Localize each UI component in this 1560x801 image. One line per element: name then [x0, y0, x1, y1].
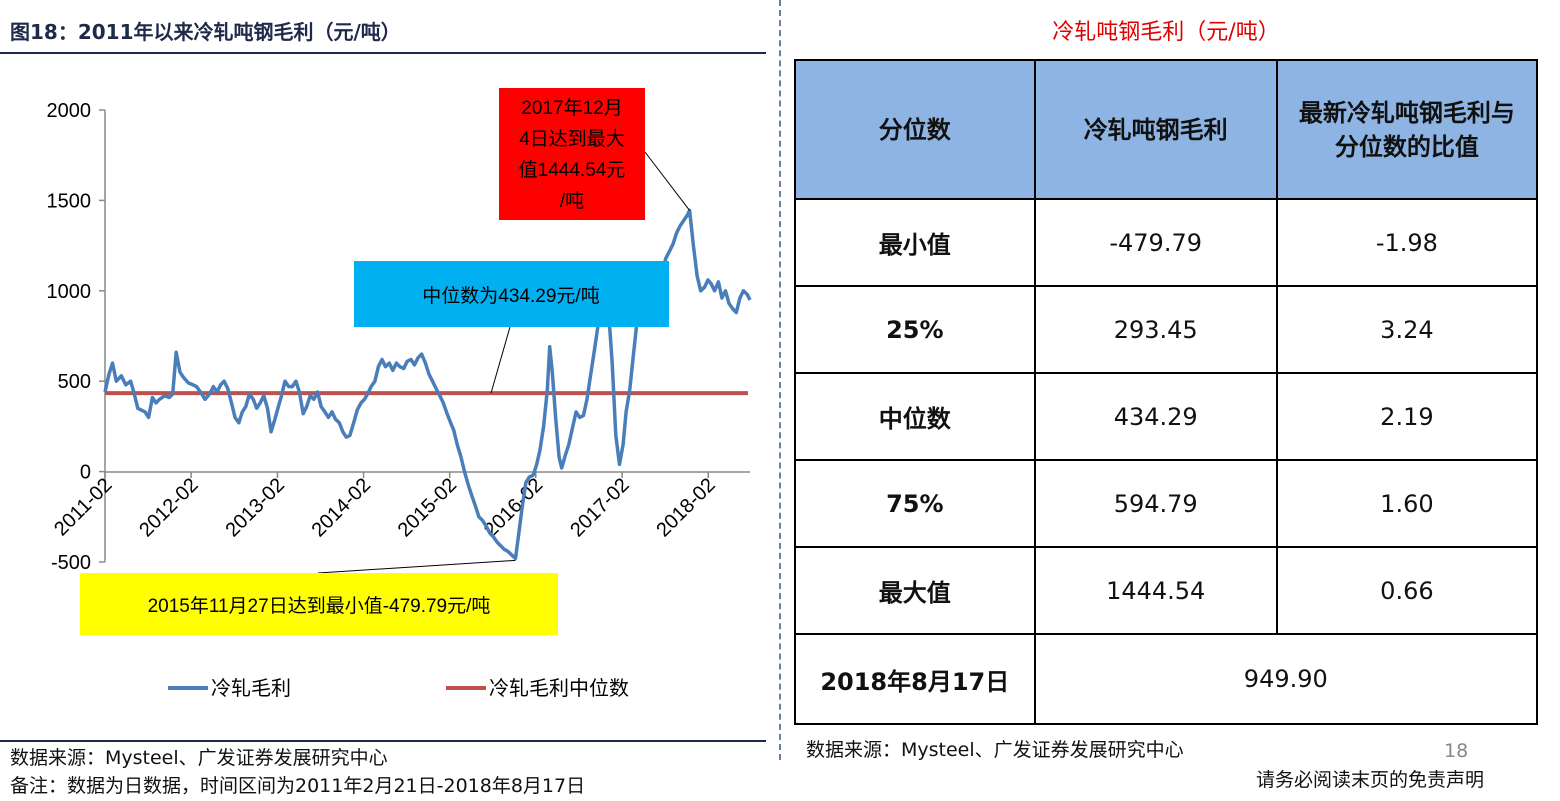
row-value: 293.45: [1033, 285, 1278, 374]
max-callout-leader: [644, 151, 691, 211]
row-label: 25%: [794, 285, 1036, 374]
x-tick-label: 2013-02: [222, 474, 289, 541]
x-tick-label: 2018-02: [652, 474, 719, 541]
legend-label-median: 冷轧毛利中位数: [489, 677, 629, 700]
column-divider: [779, 0, 781, 760]
max-callout-box: [499, 88, 645, 220]
table-source: 数据来源：Mysteel、广发证券发展研究中心: [806, 739, 1184, 761]
max-callout-text: 值1444.54元: [519, 159, 626, 181]
y-tick-label: 1000: [47, 281, 92, 303]
max-callout-text: 4日达到最大: [519, 128, 625, 150]
figure-title: 图18：2011年以来冷轧吨钢毛利（元/吨）: [10, 20, 401, 44]
x-tick-label: 2012-02: [135, 474, 202, 541]
header-margin: 冷轧吨钢毛利: [1033, 59, 1278, 200]
legend-label-margin: 冷轧毛利: [211, 677, 291, 700]
margin-line-chart: -500 0 500 1000 1500 2000 2011-02 2012-02 2013-0…: [47, 88, 752, 700]
row-label: 中位数: [794, 372, 1036, 461]
row-value: 594.79: [1033, 459, 1278, 548]
row-label: 最大值: [794, 546, 1036, 635]
page-number: 18: [1444, 740, 1469, 762]
footer-rule: [0, 740, 766, 742]
title-rule: [0, 52, 766, 54]
row-label: 最小值: [794, 198, 1036, 287]
row-ratio: 3.24: [1275, 285, 1539, 374]
row-ratio: -1.98: [1275, 198, 1539, 287]
row-value: 1444.54: [1033, 546, 1278, 635]
chart-note: 备注：数据为日数据，时间区间为2011年2月21日-2018年8月17日: [10, 775, 586, 797]
table-row: 最小值 -479.79 -1.98: [794, 198, 1539, 287]
x-tick-label: 2011-02: [50, 474, 116, 540]
min-callout-text: 2015年11月27日达到最小值-479.79元/吨: [148, 595, 491, 617]
median-callout-leader: [490, 326, 511, 394]
disclaimer: 请务必阅读末页的免责声明: [1256, 769, 1485, 791]
min-callout-box: [80, 573, 558, 635]
median-callout-box: [354, 261, 669, 327]
y-tick-label: 1500: [47, 190, 92, 212]
min-callout-leader: [317, 559, 516, 574]
row-ratio: 2.19: [1275, 372, 1539, 461]
y-tick-label: -500: [51, 552, 91, 574]
header-ratio: 最新冷轧吨钢毛利与分位数的比值: [1275, 59, 1539, 200]
y-tick-label: 500: [58, 371, 91, 393]
median-callout-text: 中位数为434.29元/吨: [422, 285, 599, 307]
x-tick-label: 2015-02: [394, 474, 461, 541]
quantile-table: 分位数 冷轧吨钢毛利 最新冷轧吨钢毛利与分位数的比值 最小值 -479.79 -…: [794, 59, 1539, 725]
table-title: 冷轧吨钢毛利（元/吨）: [1052, 20, 1280, 45]
x-tick-label: 2014-02: [308, 474, 375, 541]
max-callout-text: /吨: [560, 190, 584, 212]
table-row: 75% 594.79 1.60: [794, 459, 1539, 548]
row-label: 75%: [794, 459, 1036, 548]
y-tick-label: 2000: [47, 100, 92, 122]
row-value: -479.79: [1033, 198, 1278, 287]
table-header-row: 分位数 冷轧吨钢毛利 最新冷轧吨钢毛利与分位数的比值: [794, 59, 1539, 200]
row-ratio: 1.60: [1275, 459, 1539, 548]
latest-row: 2018年8月17日 949.90: [794, 633, 1539, 725]
max-callout-text: 2017年12月: [521, 97, 622, 119]
row-value: 434.29: [1033, 372, 1278, 461]
table-row: 中位数 434.29 2.19: [794, 372, 1539, 461]
y-tick-label: 0: [80, 462, 91, 484]
header-quantile: 分位数: [794, 59, 1036, 200]
table-row: 25% 293.45 3.24: [794, 285, 1539, 374]
table-row: 最大值 1444.54 0.66: [794, 546, 1539, 635]
latest-date: 2018年8月17日: [794, 633, 1036, 725]
row-ratio: 0.66: [1275, 546, 1539, 635]
latest-value: 949.90: [1033, 633, 1539, 725]
x-tick-label: 2017-02: [566, 474, 633, 541]
chart-source: 数据来源：Mysteel、广发证券发展研究中心: [10, 747, 388, 769]
